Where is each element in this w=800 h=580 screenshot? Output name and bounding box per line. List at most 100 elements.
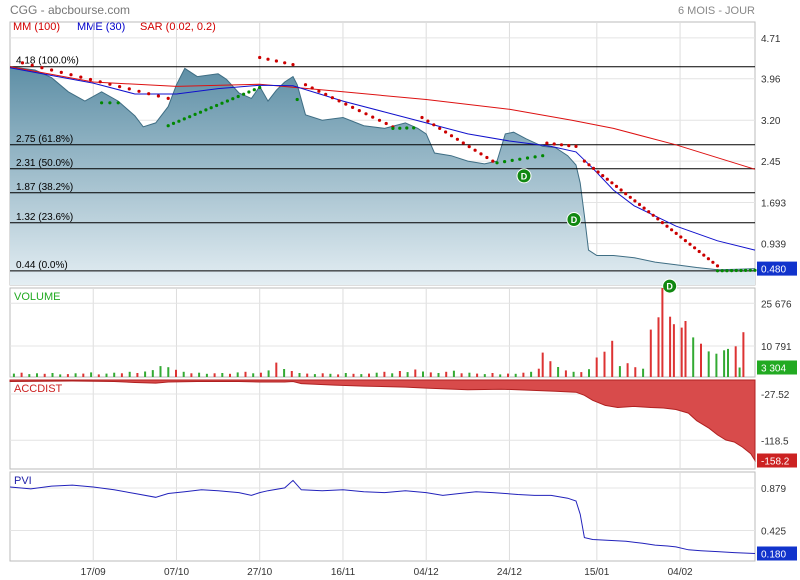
sar-dot xyxy=(455,137,459,141)
sar-dot xyxy=(552,142,556,146)
sar-dot xyxy=(706,257,711,261)
sar-dot xyxy=(330,96,334,100)
sar-dot xyxy=(461,141,465,145)
sar-dot xyxy=(116,101,120,105)
legend-mm100: MM (100) xyxy=(13,21,60,33)
sar-dot xyxy=(182,117,186,121)
x-tick-label: 17/09 xyxy=(81,567,106,578)
sar-dot xyxy=(357,109,361,113)
x-tick-label: 27/10 xyxy=(247,567,272,578)
sar-dot xyxy=(398,126,402,130)
volume-bar xyxy=(337,374,340,377)
volume-bar xyxy=(267,370,270,377)
sar-dot xyxy=(266,57,270,61)
sar-dot xyxy=(587,163,591,167)
sar-dot xyxy=(725,269,729,273)
sar-dot xyxy=(317,89,321,93)
volume-bar xyxy=(344,373,347,377)
volume-bar xyxy=(406,372,409,377)
price-line xyxy=(9,66,756,271)
volume-bar xyxy=(483,374,486,377)
sar-dot xyxy=(518,157,522,161)
sar-dot xyxy=(656,217,660,221)
sar-dot xyxy=(40,66,44,70)
y-tick-label-pvi: 0.879 xyxy=(761,484,786,495)
sar-dot xyxy=(405,126,409,130)
volume-bar xyxy=(514,373,517,377)
dividend-marker-label: D xyxy=(571,215,578,225)
legend-sar: SAR (0.02, 0.2) xyxy=(140,21,216,33)
volume-bar xyxy=(460,373,463,377)
volume-bar xyxy=(275,362,278,377)
sar-dot xyxy=(303,83,308,87)
y-tick-label-price: 0.939 xyxy=(761,240,786,251)
chart-source-title: CGG - abcbourse.com xyxy=(10,3,130,17)
sar-dot xyxy=(688,242,692,246)
pvi-line xyxy=(9,479,756,554)
sar-dot xyxy=(209,106,213,110)
last-value-badge-accdist xyxy=(757,453,797,468)
sar-dot xyxy=(50,68,54,72)
volume-bar xyxy=(375,372,378,377)
sar-dot xyxy=(610,181,614,185)
sar-dot xyxy=(582,159,587,163)
volume-bar xyxy=(742,332,745,377)
sar-dot xyxy=(118,85,122,89)
last-value-badge-volume xyxy=(757,360,797,375)
sar-dot xyxy=(525,156,530,160)
panel-frame-volume xyxy=(9,287,756,378)
volume-bar xyxy=(244,371,247,377)
sar-dot xyxy=(601,174,605,178)
sar-dot xyxy=(730,269,734,273)
volume-bar xyxy=(618,366,621,377)
sar-dot xyxy=(426,119,430,123)
volume-bar xyxy=(205,373,208,377)
sar-dot xyxy=(156,94,160,98)
sar-dot xyxy=(495,161,499,165)
sar-dot xyxy=(283,61,287,65)
sar-dot xyxy=(720,269,724,273)
sar-dot xyxy=(510,158,514,162)
volume-bar xyxy=(437,373,440,377)
sar-dot xyxy=(637,202,642,207)
sar-dot xyxy=(651,213,655,217)
y-tick-label-price: 3.96 xyxy=(761,75,781,86)
sar-dot xyxy=(647,210,651,214)
last-value-text-accdist: -158.2 xyxy=(761,457,790,468)
volume-bar xyxy=(680,327,683,377)
volume-bar xyxy=(649,329,652,377)
volume-bar xyxy=(603,351,606,377)
volume-bar xyxy=(522,372,525,377)
sar-dot xyxy=(605,177,609,181)
dividend-marker[interactable] xyxy=(516,168,532,184)
volume-bar xyxy=(564,370,567,377)
volume-bar xyxy=(634,367,637,377)
volume-bar xyxy=(213,373,216,377)
sar-dot xyxy=(98,80,102,84)
volume-bar xyxy=(283,369,286,377)
sar-dot xyxy=(258,85,262,90)
sar-dot xyxy=(198,110,203,114)
x-tick-label: 04/12 xyxy=(414,567,439,578)
sar-dot xyxy=(291,63,295,67)
volume-bar xyxy=(595,357,598,377)
volume-bar xyxy=(97,374,100,377)
y-tick-label-accdist: -118.5 xyxy=(761,436,789,447)
sar-dot xyxy=(252,88,256,92)
last-value-text-price: 0.480 xyxy=(761,265,786,276)
sar-dot xyxy=(127,87,131,91)
x-tick-label: 07/10 xyxy=(164,567,189,578)
volume-bar xyxy=(422,371,424,377)
volume-bar xyxy=(159,366,162,377)
sar-dot xyxy=(231,97,235,101)
sar-dot xyxy=(108,82,112,86)
sar-dot xyxy=(100,101,104,105)
volume-bar xyxy=(734,346,737,377)
dividend-marker[interactable] xyxy=(662,278,678,294)
sar-dot xyxy=(412,126,416,130)
dividend-marker[interactable] xyxy=(566,212,582,228)
sar-dot xyxy=(351,105,355,109)
chart-period-label: 6 MOIS - JOUR xyxy=(678,5,755,17)
volume-bar xyxy=(398,371,401,377)
fib-label: 2.31 (50.0%) xyxy=(16,158,73,169)
